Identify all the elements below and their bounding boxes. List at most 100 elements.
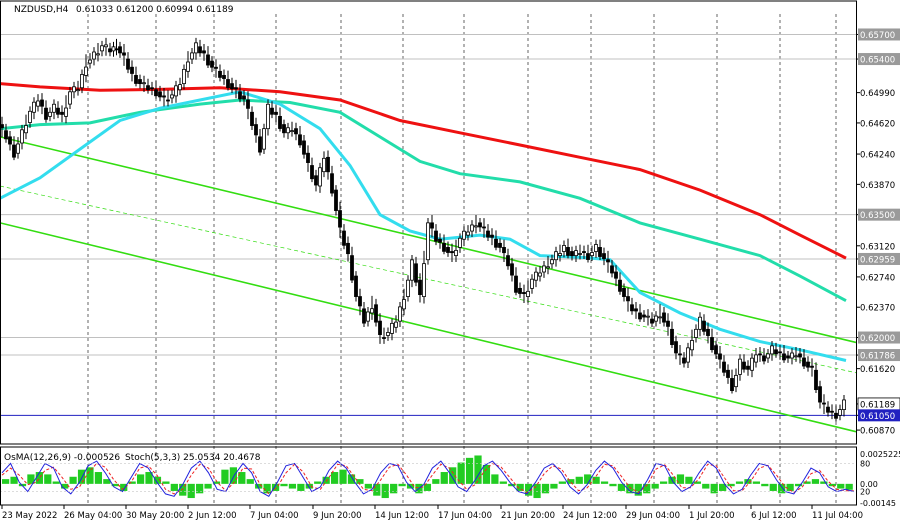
candle-body [510,263,514,276]
price-label-bg-8 [858,252,900,265]
candle-body [818,386,822,403]
candle-body [174,85,178,97]
osma-bar-65 [550,483,558,489]
osma-bar-62 [525,483,533,496]
candle-body [834,412,838,419]
candle-body [674,341,678,354]
symbol-label: NZDUSD,H4 [14,5,69,15]
candle-body [150,87,154,90]
candle-body [96,53,100,56]
candle-body [610,265,614,274]
candle-body [534,271,538,281]
indicator-tick-label-3: 20 [860,488,870,497]
osma-bar-59 [499,481,507,484]
candle-body [750,357,754,371]
osma-bar-71 [600,481,609,484]
candle-body [274,111,278,115]
time-label-10: 29 Jun 04:00 [626,511,680,521]
candle-body [314,175,318,186]
candle-body [406,279,410,297]
candle-body [40,99,44,107]
stoch-main-line [1,460,855,497]
time-axis: 23 May 2022 26 May 04:00 30 May 20:00 2 Jun… [1,505,863,521]
candle-body [118,46,122,54]
time-label-8: 21 Jun 20:00 [501,511,555,521]
candle-body [774,349,778,355]
candle-body [270,107,274,115]
osma-bar-57 [482,464,491,484]
candle-body [462,230,466,240]
osma-bar-14 [120,483,128,491]
osma-bar-63 [533,483,541,499]
candle-body [414,263,418,283]
candle-body [514,275,518,293]
candle-body [16,143,20,154]
candle-body [626,296,630,302]
osma-bar-29 [246,479,254,484]
osma-bar-50 [423,483,432,491]
candle-body [226,79,230,88]
osma-bar-74 [626,483,634,494]
price-tick-label-5: 0.63870 [860,181,895,191]
candle-body [454,249,458,257]
candle-body [822,402,826,405]
osma-bar-84 [710,483,718,494]
time-label-12: 6 Jul 12:00 [751,511,797,521]
ohlc-readout: 0.61033 0.61200 0.60994 0.61189 [76,5,234,15]
candle-body [290,130,294,133]
osma-bar-75 [634,483,642,496]
candle-body [394,321,398,328]
moving-averages [0,82,847,362]
osma-bar-100 [845,483,853,490]
candle-body [802,357,806,367]
candle-body [76,89,80,92]
candle-body [634,308,638,312]
moving-average-1 [0,98,847,303]
candle-body [36,100,40,107]
candle-body [266,103,270,130]
osma-bar-0 [2,479,10,484]
moving-average-2 [0,90,847,362]
osma-bar-10 [86,467,94,484]
osma-bar-61 [516,483,524,491]
price-tick-label-2: 0.64990 [860,89,895,99]
osma-bar-20 [170,483,178,491]
candle-body [246,99,250,109]
osma-bar-1 [10,476,18,484]
candle-body [746,365,750,370]
candle-body [326,156,330,173]
candle-body [114,48,119,51]
candle-body [190,52,194,60]
osma-bar-38 [322,476,330,484]
candle-body [498,242,502,248]
candle-body [358,296,362,307]
candle-body [378,320,382,335]
osma-bar-80 [676,474,685,484]
candle-body [566,247,570,256]
indicator-tick-label-4: -0.00145 [860,499,896,508]
osma-bar-13 [111,483,119,487]
stochastic-lines [0,460,856,497]
candle-body [182,68,186,85]
osma-bar-31 [263,483,271,494]
osma-bar-69 [584,474,592,484]
candle-body [518,287,522,294]
candle-body [122,52,126,56]
candle-body [88,59,92,64]
candle-body [758,353,762,356]
candle-body [8,136,12,145]
price-tick-label-13: 0.61620 [860,365,895,375]
candle-body [354,275,358,297]
candle-body [550,259,554,265]
candle-body [104,44,108,48]
candle-body [278,115,282,129]
time-label-6: 14 Jun 12:00 [375,511,429,521]
candle-body [218,70,222,78]
candle-body [606,259,610,263]
candle-body [198,46,202,54]
osma-bar-17 [145,472,153,484]
candle-body [598,247,602,257]
osma-bar-18 [153,476,162,484]
osma-bar-91 [769,483,777,491]
